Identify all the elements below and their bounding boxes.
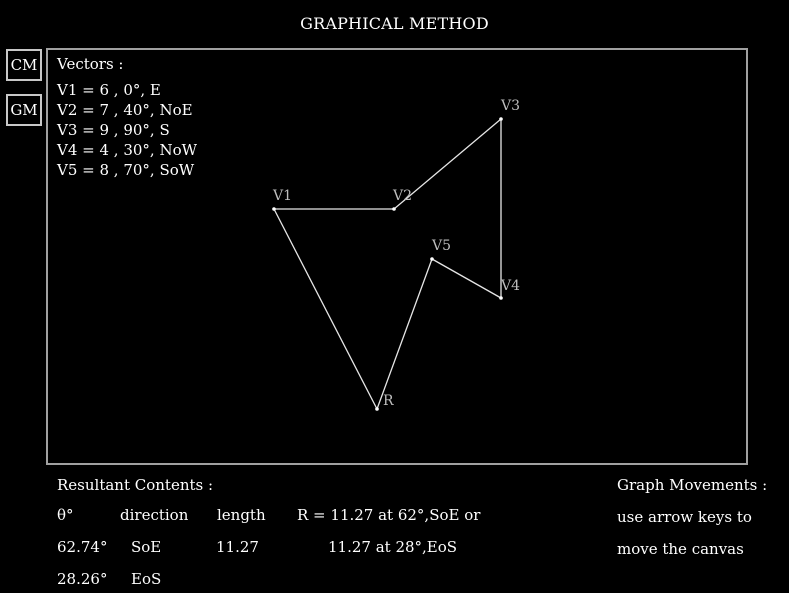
col-length-header: length [217,506,266,524]
resultant-line [273,208,378,410]
vector-item-v5: V5 = 8 , 70°, SoW [57,161,195,179]
label-v5: V5 [431,238,451,254]
canvas-panel[interactable] [46,48,748,465]
row1-direction: SoE [131,538,162,556]
graph-movements-line2: move the canvas [617,540,744,558]
vector-item-v2: V2 = 7 , 40°, NoE [57,101,193,119]
vector-item-v3: V3 = 9 , 90°, S [57,121,170,139]
segment-v5-r [376,258,433,410]
vector-item-v4: V4 = 4 , 30°, NoW [57,141,198,159]
gm-button[interactable]: GM [6,94,42,126]
segment-v2-v3 [393,118,502,210]
row2-direction: EoS [131,570,162,588]
resultant-heading: Resultant Contents : [57,476,214,494]
point-v4 [499,296,503,300]
resultant-summary-line1: R = 11.27 at 62°,SoE or [297,506,481,524]
row1-length: 11.27 [216,538,259,556]
point-v5 [430,257,434,261]
point-v3 [499,117,503,121]
label-v3: V3 [500,98,520,114]
point-r [375,407,379,411]
row1-theta: 62.74° [57,538,108,556]
page-title: GRAPHICAL METHOD [300,14,489,33]
point-v2 [392,207,396,211]
col-theta-header: θ° [57,506,74,524]
vectors-list: V1 = 6 , 0°, E V2 = 7 , 40°, NoE V3 = 9 … [57,80,197,180]
label-v1: V1 [272,188,292,204]
resultant-summary-line2: 11.27 at 28°,EoS [328,538,458,556]
label-r: R [383,393,394,409]
label-v2: V2 [392,188,412,204]
row2-theta: 28.26° [57,570,108,588]
label-v4: V4 [500,278,520,294]
segment-v4-v5 [431,258,502,299]
graph-movements-heading: Graph Movements : [617,476,768,494]
vectors-heading: Vectors : [57,55,124,73]
col-direction-header: direction [120,506,189,524]
cm-button[interactable]: CM [6,49,42,81]
graph-movements-line1: use arrow keys to [617,508,752,526]
point-v1 [272,207,276,211]
vector-item-v1: V1 = 6 , 0°, E [57,81,161,99]
